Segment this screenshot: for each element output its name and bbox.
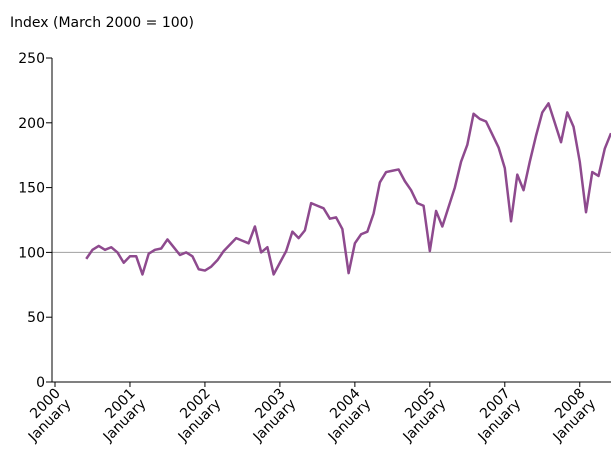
y-axis-label: Index (March 2000 = 100) <box>10 15 194 31</box>
y-tick-label: 0 <box>36 375 45 391</box>
x-tick-label: 2001January <box>89 386 149 446</box>
y-tick-label: 150 <box>18 181 45 197</box>
y-tick-label: 200 <box>18 116 45 132</box>
x-tick-label: 2004January <box>314 385 374 445</box>
x-tick-label: 2007January <box>464 386 524 446</box>
y-tick-label: 250 <box>18 51 45 67</box>
y-tick-label: 100 <box>18 245 45 261</box>
x-tick-label: 2003January <box>239 386 299 446</box>
data-line <box>85 102 611 276</box>
x-tick-label: 2000January <box>14 386 74 446</box>
x-tick-label: 2005January <box>389 386 449 446</box>
y-tick-label: 50 <box>27 310 45 326</box>
x-tick-label: 2008January <box>539 386 599 446</box>
x-tick-label: 2002January <box>164 386 224 446</box>
